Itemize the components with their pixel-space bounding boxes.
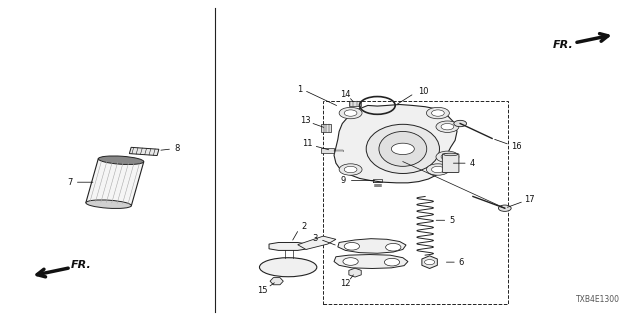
Circle shape [441, 124, 454, 130]
Circle shape [426, 107, 449, 119]
Circle shape [431, 110, 444, 116]
Text: 14: 14 [340, 90, 351, 99]
Polygon shape [334, 254, 408, 268]
Circle shape [344, 243, 360, 250]
Circle shape [343, 258, 358, 265]
Ellipse shape [259, 258, 317, 277]
Text: 17: 17 [524, 195, 534, 204]
Polygon shape [298, 236, 336, 250]
Circle shape [499, 205, 511, 212]
Circle shape [436, 121, 459, 132]
Circle shape [339, 164, 362, 175]
Text: FR.: FR. [553, 40, 574, 50]
Polygon shape [349, 268, 361, 277]
Text: 16: 16 [511, 142, 522, 151]
Circle shape [344, 110, 357, 116]
Text: 7: 7 [68, 178, 73, 187]
Text: TXB4E1300: TXB4E1300 [575, 295, 620, 304]
Text: 1: 1 [297, 85, 302, 94]
Polygon shape [270, 278, 284, 285]
Text: 12: 12 [340, 279, 351, 288]
Circle shape [431, 166, 444, 173]
Bar [349, 101, 362, 106]
Circle shape [385, 258, 399, 266]
Circle shape [454, 120, 467, 127]
FancyBboxPatch shape [86, 159, 144, 206]
Text: 4: 4 [470, 159, 475, 168]
Ellipse shape [86, 200, 131, 208]
Polygon shape [334, 105, 457, 183]
Text: 13: 13 [300, 116, 310, 125]
Circle shape [386, 244, 401, 251]
Ellipse shape [444, 153, 458, 156]
Text: 6: 6 [459, 258, 464, 267]
Circle shape [441, 154, 454, 160]
Polygon shape [422, 256, 437, 268]
Bar [129, 147, 159, 156]
Polygon shape [338, 239, 406, 253]
Bar [321, 148, 334, 153]
Ellipse shape [99, 156, 144, 164]
Text: 3: 3 [312, 234, 317, 243]
Text: 2: 2 [301, 222, 307, 231]
Bar [321, 124, 332, 132]
Text: 8: 8 [174, 144, 179, 153]
Text: 15: 15 [257, 285, 268, 295]
Ellipse shape [366, 124, 440, 173]
Text: 5: 5 [449, 216, 454, 225]
Ellipse shape [379, 132, 427, 166]
Circle shape [344, 166, 357, 173]
Text: 11: 11 [302, 139, 312, 148]
Text: FR.: FR. [71, 260, 92, 270]
Text: 9: 9 [341, 176, 346, 185]
Circle shape [339, 107, 362, 119]
FancyBboxPatch shape [442, 154, 459, 172]
Polygon shape [269, 243, 307, 251]
Circle shape [392, 143, 414, 155]
Circle shape [424, 260, 435, 265]
Text: 10: 10 [418, 87, 429, 96]
Circle shape [426, 164, 449, 175]
Circle shape [436, 151, 459, 163]
